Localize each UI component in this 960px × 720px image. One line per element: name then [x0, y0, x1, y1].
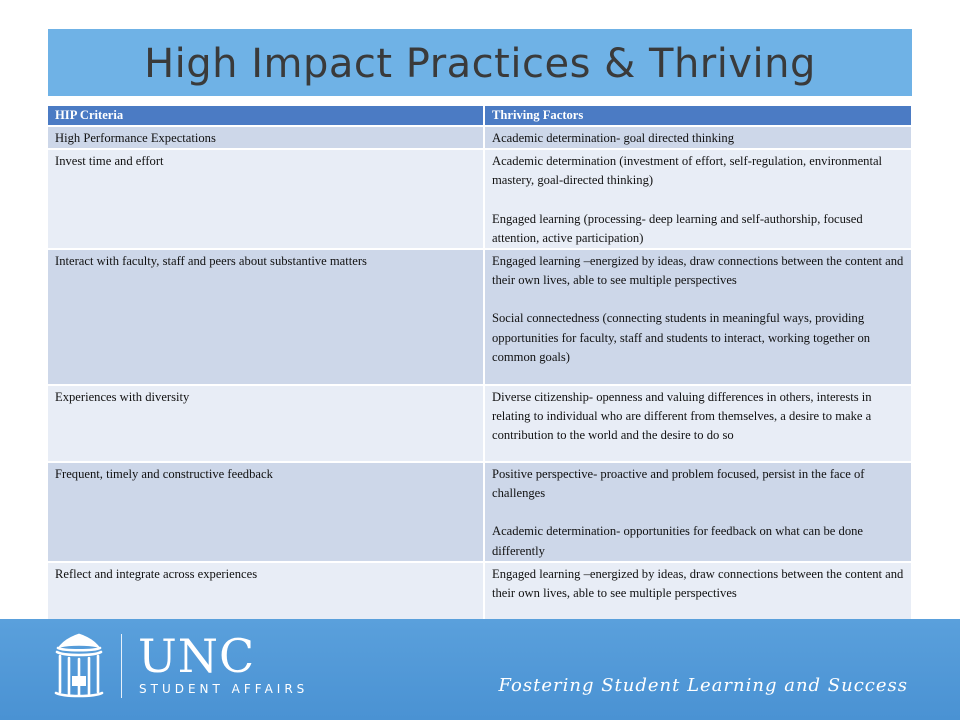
factor-text: Diverse citizenship- openness and valuin…: [492, 390, 872, 443]
hip-thriving-table: HIP Criteria Thriving Factors High Perfo…: [48, 106, 913, 621]
factors-cell: Academic determination- goal directed th…: [484, 126, 913, 151]
table-row: High Performance Expectations Academic d…: [48, 126, 913, 151]
table-row: Reflect and integrate across experiences…: [48, 561, 913, 621]
factor-text: Engaged learning –energized by ideas, dr…: [492, 254, 904, 288]
criteria-cell: Frequent, timely and constructive feedba…: [48, 462, 485, 563]
title-bar: High Impact Practices & Thriving: [48, 29, 912, 96]
header-thriving-factors: Thriving Factors: [484, 106, 913, 127]
factors-cell: Positive perspective- proactive and prob…: [484, 462, 913, 563]
factor-text: Engaged learning (processing- deep learn…: [492, 211, 863, 245]
header-hip-criteria: HIP Criteria: [48, 106, 485, 127]
factors-cell: Academic determination (investment of ef…: [484, 149, 913, 251]
factors-cell: Engaged learning –energized by ideas, dr…: [484, 561, 913, 621]
factor-text: Positive perspective- proactive and prob…: [492, 467, 865, 501]
factor-text: Academic determination- opportunities fo…: [492, 524, 864, 558]
table-row: Frequent, timely and constructive feedba…: [48, 462, 913, 563]
table-header-row: HIP Criteria Thriving Factors: [48, 106, 913, 127]
criteria-cell: Invest time and effort: [48, 149, 485, 251]
criteria-cell: Experiences with diversity: [48, 385, 485, 464]
table-row: Experiences with diversity Diverse citiz…: [48, 385, 913, 464]
criteria-cell: Interact with faculty, staff and peers a…: [48, 249, 485, 387]
table-row: Invest time and effort Academic determin…: [48, 149, 913, 251]
factors-cell: Diverse citizenship- openness and valuin…: [484, 385, 913, 464]
factor-text: Social connectedness (connecting student…: [492, 311, 871, 364]
factor-text: Academic determination- goal directed th…: [492, 131, 734, 145]
factor-text: Engaged learning –energized by ideas, dr…: [492, 566, 904, 601]
footer-tagline: Fostering Student Learning and Success: [498, 675, 908, 696]
criteria-cell: Reflect and integrate across experiences: [48, 561, 485, 621]
footer-banner: [0, 619, 960, 720]
logo-wordmark: UNC: [138, 629, 256, 683]
logo-divider: [121, 634, 122, 698]
slide-title: High Impact Practices & Thriving: [144, 41, 816, 87]
old-well-icon: [54, 633, 104, 698]
table-row: Interact with faculty, staff and peers a…: [48, 249, 913, 387]
logo-subtitle: STUDENT AFFAIRS: [139, 682, 309, 696]
factors-cell: Engaged learning –energized by ideas, dr…: [484, 249, 913, 387]
criteria-cell: High Performance Expectations: [48, 126, 485, 151]
factor-text: Academic determination (investment of ef…: [492, 154, 883, 188]
